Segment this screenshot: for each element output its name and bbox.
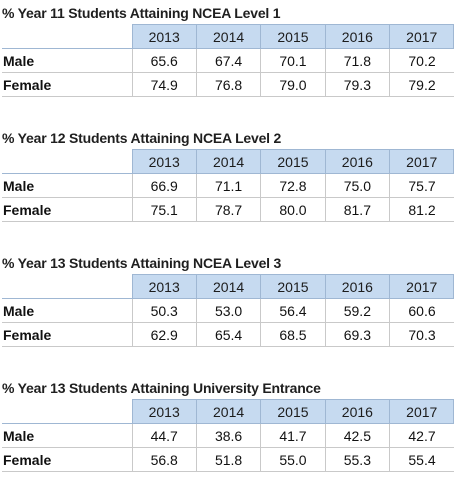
table-title: % Year 11 Students Attaining NCEA Level … <box>2 5 281 21</box>
data-table: 2013 2014 2015 2016 2017 Male 44.7 38.6 … <box>2 399 455 472</box>
row-label: Female <box>2 322 133 347</box>
table-cell: 70.3 <box>389 322 454 347</box>
year-header: 2013 <box>131 149 197 174</box>
table-cell: 55.3 <box>325 447 391 472</box>
table-cell: 81.7 <box>325 197 391 222</box>
row-label: Female <box>2 197 133 222</box>
table-cell: 55.4 <box>389 447 454 472</box>
table-block-ncea-level-1: % Year 11 Students Attaining NCEA Level … <box>2 2 455 97</box>
data-table: 2013 2014 2015 2016 2017 Male 66.9 71.1 … <box>2 149 455 222</box>
table-cell: 67.4 <box>196 48 262 73</box>
table-cell: 65.6 <box>132 48 197 73</box>
table-cell: 65.4 <box>196 322 262 347</box>
table-cell: 79.3 <box>325 72 391 97</box>
table-cell: 79.2 <box>389 72 454 97</box>
year-header: 2014 <box>195 399 262 424</box>
table-row: Female 62.9 65.4 68.5 69.3 70.3 <box>2 322 454 347</box>
table-cell: 68.5 <box>260 322 326 347</box>
table-cell: 80.0 <box>260 197 326 222</box>
table-cell: 41.7 <box>260 423 326 448</box>
table-cell: 44.7 <box>132 423 197 448</box>
table-row: Female 75.1 78.7 80.0 81.7 81.2 <box>2 197 454 222</box>
year-header: 2016 <box>324 399 391 424</box>
table-cell: 71.1 <box>196 173 262 198</box>
table-cell: 66.9 <box>132 173 197 198</box>
header-row: 2013 2014 2015 2016 2017 <box>2 399 455 424</box>
table-row: Male 50.3 53.0 56.4 59.2 60.6 <box>2 298 454 323</box>
table-cell: 76.8 <box>196 72 262 97</box>
table-title: % Year 13 Students Attaining University … <box>2 380 321 396</box>
year-header: 2015 <box>260 274 326 299</box>
header-row: 2013 2014 2015 2016 2017 <box>2 274 455 299</box>
table-cell: 56.8 <box>132 447 197 472</box>
table-cell: 71.8 <box>325 48 391 73</box>
data-table: 2013 2014 2015 2016 2017 Male 50.3 53.0 … <box>2 274 455 347</box>
row-label: Male <box>2 423 133 448</box>
year-header: 2013 <box>131 399 197 424</box>
table-row: Male 44.7 38.6 41.7 42.5 42.7 <box>2 423 454 448</box>
table-title: % Year 13 Students Attaining NCEA Level … <box>2 255 282 271</box>
year-header: 2015 <box>260 24 326 49</box>
header-row: 2013 2014 2015 2016 2017 <box>2 24 455 49</box>
table-cell: 42.5 <box>325 423 391 448</box>
table-cell: 75.0 <box>325 173 391 198</box>
table-cell: 51.8 <box>196 447 262 472</box>
table-cell: 75.7 <box>389 173 454 198</box>
table-row: Male 65.6 67.4 70.1 71.8 70.2 <box>2 48 454 73</box>
table-cell: 72.8 <box>260 173 326 198</box>
header-corner <box>2 149 132 174</box>
table-cell: 75.1 <box>132 197 197 222</box>
year-header: 2017 <box>389 274 455 299</box>
table-cell: 60.6 <box>389 298 454 323</box>
header-row: 2013 2014 2015 2016 2017 <box>2 149 455 174</box>
row-label: Female <box>2 72 133 97</box>
header-corner <box>2 274 132 299</box>
table-cell: 74.9 <box>132 72 197 97</box>
table-block-ncea-level-2: % Year 12 Students Attaining NCEA Level … <box>2 127 455 222</box>
table-cell: 50.3 <box>132 298 197 323</box>
year-header: 2014 <box>195 274 262 299</box>
year-header: 2013 <box>131 274 197 299</box>
table-block-ncea-level-3: % Year 13 Students Attaining NCEA Level … <box>2 252 455 347</box>
data-table: 2013 2014 2015 2016 2017 Male 65.6 67.4 … <box>2 24 455 97</box>
table-cell: 56.4 <box>260 298 326 323</box>
year-header: 2013 <box>131 24 197 49</box>
year-header: 2014 <box>195 24 262 49</box>
table-row: Female 56.8 51.8 55.0 55.3 55.4 <box>2 447 454 472</box>
header-corner <box>2 24 132 49</box>
table-block-university-entrance: % Year 13 Students Attaining University … <box>2 377 455 472</box>
table-cell: 38.6 <box>196 423 262 448</box>
row-label: Male <box>2 298 133 323</box>
table-cell: 69.3 <box>325 322 391 347</box>
table-row: Male 66.9 71.1 72.8 75.0 75.7 <box>2 173 454 198</box>
table-cell: 79.0 <box>260 72 326 97</box>
year-header: 2015 <box>260 149 326 174</box>
year-header: 2017 <box>389 399 455 424</box>
table-cell: 70.2 <box>389 48 454 73</box>
year-header: 2016 <box>324 274 391 299</box>
table-title: % Year 12 Students Attaining NCEA Level … <box>2 130 282 146</box>
table-cell: 81.2 <box>389 197 454 222</box>
row-label: Male <box>2 48 133 73</box>
table-cell: 42.7 <box>389 423 454 448</box>
table-cell: 62.9 <box>132 322 197 347</box>
year-header: 2017 <box>389 24 455 49</box>
year-header: 2014 <box>195 149 262 174</box>
table-cell: 53.0 <box>196 298 262 323</box>
row-label: Male <box>2 173 133 198</box>
table-cell: 70.1 <box>260 48 326 73</box>
table-cell: 55.0 <box>260 447 326 472</box>
row-label: Female <box>2 447 133 472</box>
header-corner <box>2 399 132 424</box>
table-row: Female 74.9 76.8 79.0 79.3 79.2 <box>2 72 454 97</box>
year-header: 2016 <box>324 149 391 174</box>
table-cell: 59.2 <box>325 298 391 323</box>
year-header: 2015 <box>260 399 326 424</box>
table-cell: 78.7 <box>196 197 262 222</box>
year-header: 2016 <box>324 24 391 49</box>
year-header: 2017 <box>389 149 455 174</box>
